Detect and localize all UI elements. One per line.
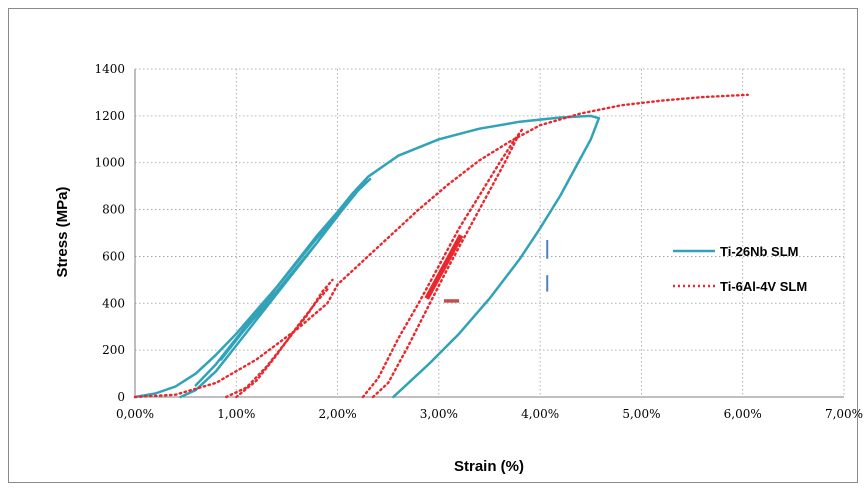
annotation-segment-0	[424, 234, 464, 300]
x-tick-label: 0,00%	[116, 407, 154, 421]
y-axis-title: Stress (MPa)	[54, 187, 71, 278]
y-tick-label: 400	[102, 296, 125, 310]
annotations	[424, 234, 549, 303]
y-tick-labels: 0 200 400 600 800 1000 1200 1400	[94, 62, 125, 404]
x-axis-title: Strain (%)	[454, 458, 524, 475]
chart-frame	[8, 8, 858, 483]
legend-label-ti26nb: Ti-26Nb SLM	[720, 244, 799, 259]
x-tick-label: 7,00%	[825, 407, 863, 421]
x-tick-label: 1,00%	[217, 407, 255, 421]
x-tick-label: 3,00%	[420, 407, 458, 421]
y-tick-label: 600	[102, 249, 125, 263]
grid	[134, 68, 845, 398]
plot-area	[134, 69, 844, 398]
y-tick-label: 1000	[94, 156, 125, 170]
x-tick-labels: 0,00% 1,00% 2,00% 3,00% 4,00% 5,00% 6,00% 7,00%	[116, 407, 863, 421]
legend-label-ti6al4v: Ti-6Al-4V SLM	[720, 279, 807, 294]
series-layer	[133, 93, 749, 399]
x-tick-label: 2,00%	[319, 407, 357, 421]
x-tick-label: 6,00%	[724, 407, 762, 421]
y-tick-label: 200	[102, 343, 125, 357]
x-tick-label: 5,00%	[622, 407, 660, 421]
series-line-0	[133, 114, 601, 399]
series-line-1	[133, 93, 749, 399]
y-tick-label: 1200	[94, 109, 125, 123]
y-tick-label: 0	[117, 390, 125, 404]
legend: Ti-26Nb SLM Ti-6Al-4V SLM	[673, 244, 807, 294]
y-tick-label: 1400	[94, 62, 125, 76]
x-tick-label: 4,00%	[521, 407, 559, 421]
y-tick-label: 800	[102, 203, 125, 217]
